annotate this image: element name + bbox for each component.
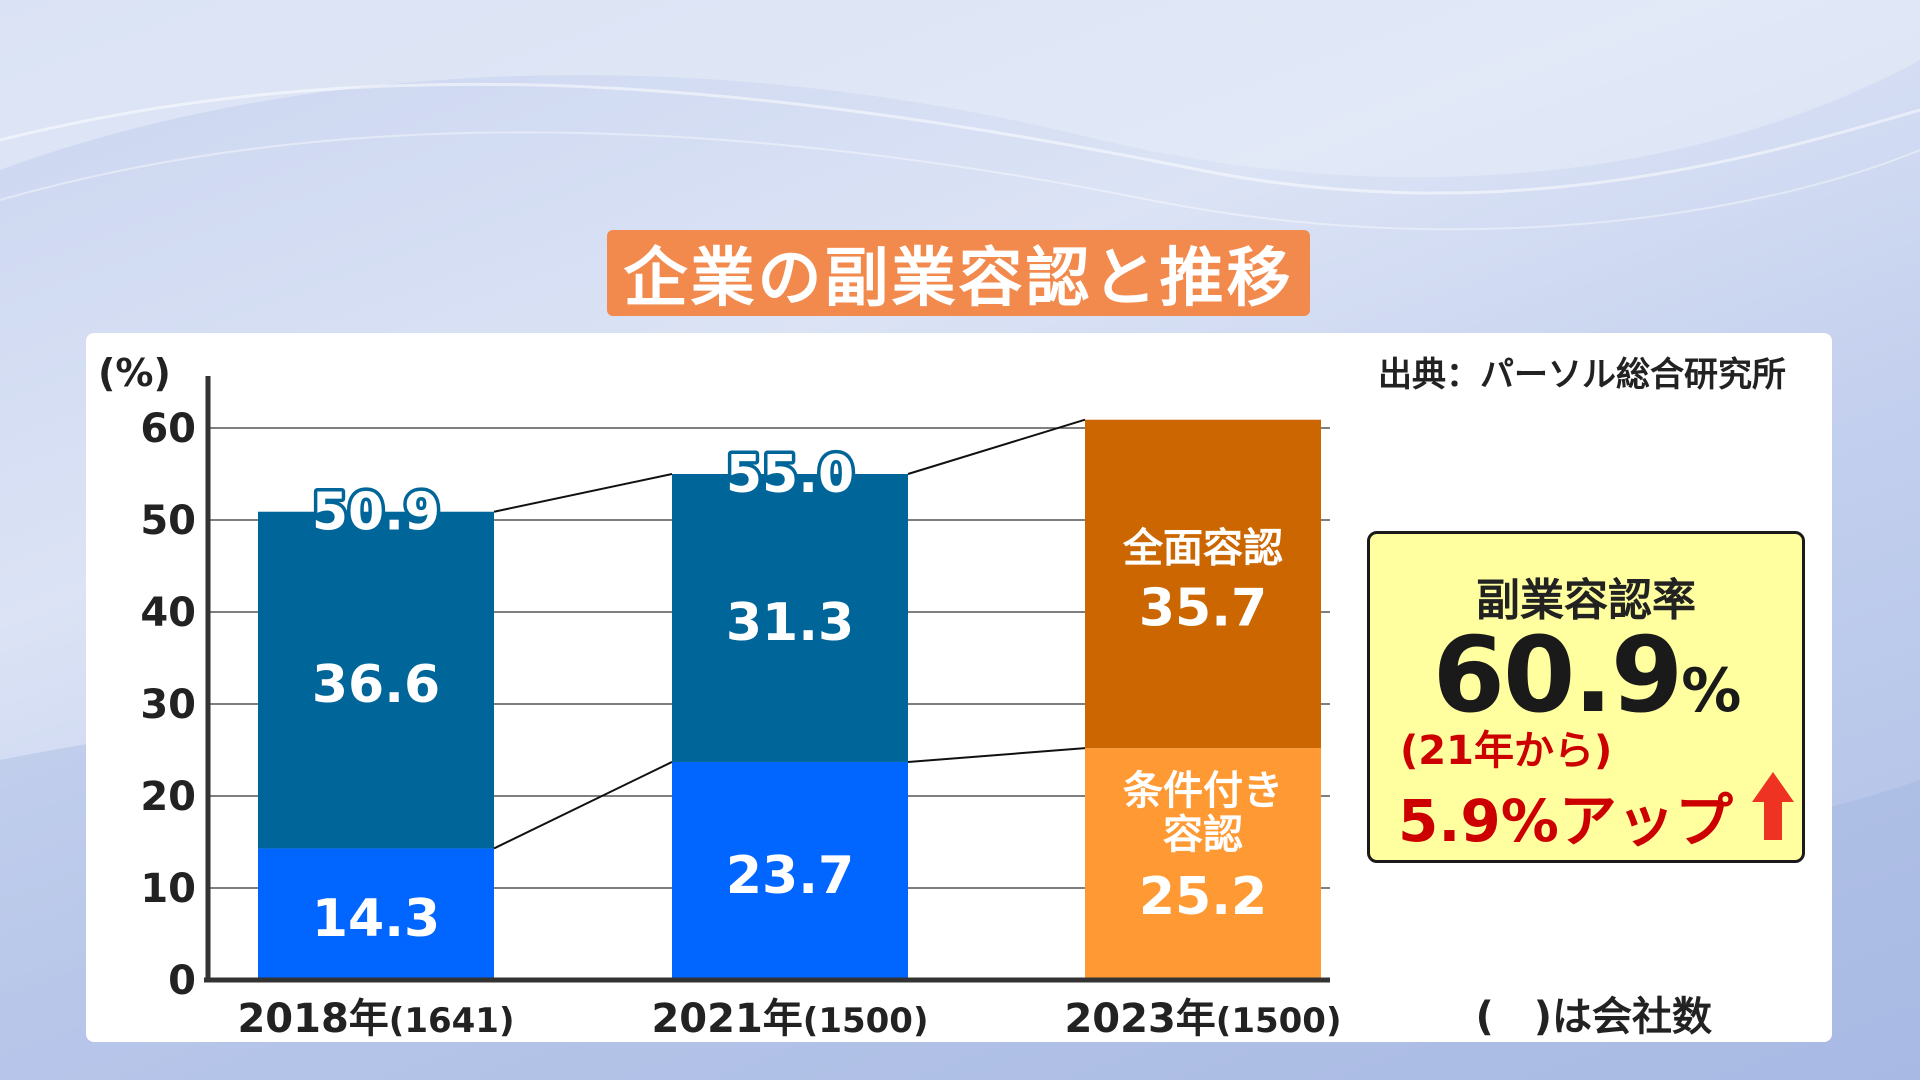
y-tick-label: 10 [140, 866, 196, 912]
y-tick-label: 20 [140, 774, 196, 820]
callout-percent: % [1681, 656, 1741, 726]
x-tick-label: 2018年(1641) [237, 996, 514, 1042]
data-label-total: 50.9 [312, 483, 440, 543]
connector-line-total [493, 473, 673, 513]
source-text: 出典：パーソル総合研究所 [1378, 355, 1786, 395]
bar-conditional [672, 761, 908, 980]
x-tick-label: 2021年(1500) [651, 996, 928, 1042]
data-label-full: 31.3 [726, 593, 854, 653]
up-arrow-icon [1752, 772, 1794, 840]
y-tick-label: 40 [140, 590, 196, 636]
data-label-conditional: 23.7 [726, 846, 854, 906]
callout-value: 60.9% [1370, 614, 1802, 736]
title-box: 企業の副業容認と推移 [607, 230, 1310, 316]
callout-label: 副業容認率 [1476, 575, 1696, 626]
y-tick-label: 0 [168, 958, 196, 1004]
y-tick-label: 50 [140, 498, 196, 544]
bar-full [258, 511, 494, 849]
connector-line-total [907, 418, 1086, 475]
data-label-total: 55.0 [726, 445, 854, 505]
connector-line-conditional [493, 761, 673, 850]
series-label-full: 全面容認 [1122, 526, 1283, 572]
y-tick-label: 60 [140, 406, 196, 452]
x-tick-label: 2023年(1500) [1064, 996, 1341, 1042]
series-label-conditional-2: 容認 [1163, 812, 1243, 858]
callout-number: 60.9 [1432, 614, 1684, 736]
bar-full [672, 474, 908, 762]
callout-box: 副業容認率 60.9% (21年から) 5.9%アップ [1367, 531, 1805, 863]
bar-conditional [1085, 748, 1321, 980]
chart-title: 企業の副業容認と推移 [623, 242, 1294, 316]
data-label-conditional: 14.3 [312, 889, 440, 949]
connector-line-conditional [907, 747, 1086, 763]
callout-note: (21年から) [1400, 728, 1613, 774]
callout-change: 5.9%アップ [1398, 787, 1733, 855]
y-tick-label: 30 [140, 682, 196, 728]
series-label-conditional: 条件付き [1123, 768, 1283, 814]
bar-full [1085, 419, 1321, 749]
data-label-conditional: 25.2 [1139, 867, 1267, 927]
unit-label: (%) [98, 351, 171, 395]
bar-conditional [258, 848, 494, 980]
footnote: ( )は会社数 [1475, 994, 1712, 1040]
data-label-full: 36.6 [312, 655, 440, 715]
data-label-full: 35.7 [1139, 579, 1267, 639]
